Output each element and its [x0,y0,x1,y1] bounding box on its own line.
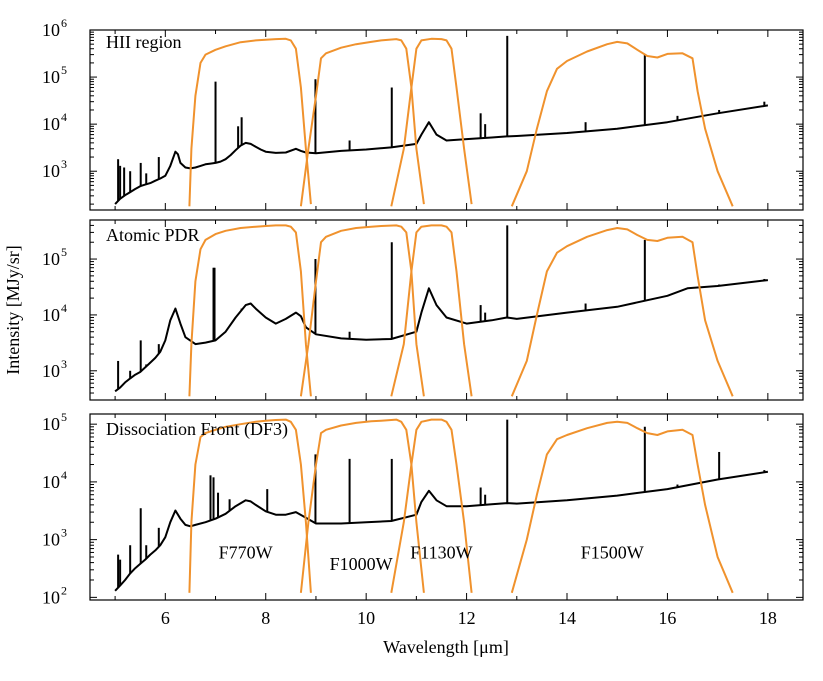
y-tick-label: 10 [42,20,60,40]
filter-curve-f1130w [390,224,473,397]
filter-curve-f1500w [510,40,734,207]
y-tick-label: 10 [42,361,60,381]
y-tick-label: 10 [42,472,60,492]
y-tick-exponent: 6 [61,16,67,30]
axis-ticks [90,219,803,401]
x-tick-label: 16 [658,608,676,628]
spectrum-line [114,279,769,393]
y-tick-exponent: 5 [61,410,67,424]
y-tick-label: 10 [42,161,60,181]
panel-frame [89,219,804,401]
x-tick-label: 18 [759,608,777,628]
spectrum-line [114,470,769,592]
y-tick-exponent: 4 [61,468,67,482]
filter-curve-f1000w [299,418,425,593]
x-tick-label: 10 [357,608,375,628]
filter-label: F770W [219,542,273,562]
axis-ticks [90,29,803,210]
panel-frame [89,29,804,211]
x-tick-label: 14 [558,608,576,628]
y-tick-label: 10 [42,114,60,134]
x-tick-label: 6 [161,608,170,628]
y-tick-label: 10 [42,414,60,434]
y-tick-exponent: 5 [61,245,67,259]
filter-label: F1000W [330,554,393,574]
filter-curve-f1130w [390,37,473,207]
y-tick-label: 10 [42,67,60,87]
filter-curve-f1500w [510,420,734,594]
y-tick-exponent: 3 [61,357,67,371]
filter-curve-f1500w [510,227,734,397]
y-tick-exponent: 5 [61,63,67,77]
filter-curve-f1130w [390,418,473,593]
filter-curve-f770w [188,37,312,207]
filter-curve-f770w [188,224,312,397]
y-tick-exponent: 4 [61,110,67,124]
filter-label: F1130W [410,542,472,562]
axis-ticks [90,414,803,601]
y-tick-label: 10 [42,305,60,325]
y-tick-label: 10 [42,530,60,550]
spectrum-line [114,104,769,205]
y-axis-label: Intensity [MJy/sr] [3,245,23,375]
filter-label: F1500W [581,542,644,562]
filter-curve-f1000w [299,224,425,397]
panel-frame [89,413,804,601]
y-tick-exponent: 4 [61,301,67,315]
panel-title: Atomic PDR [106,225,200,245]
x-tick-label: 8 [261,608,270,628]
y-tick-exponent: 2 [61,583,67,597]
y-tick-label: 10 [42,587,60,607]
y-tick-exponent: 3 [61,157,67,171]
x-axis-label: Wavelength [μm] [383,637,509,657]
filter-curve-f1000w [299,38,425,207]
y-tick-exponent: 3 [61,526,67,540]
y-tick-label: 10 [42,249,60,269]
panel-dissociation-front: 10 210 310 410 56 8 10 12 14 16 18F770WF1000WF1130… [42,410,804,628]
filter-curve-f770w [188,418,312,593]
x-tick-label: 12 [458,608,476,628]
panel-title: Dissociation Front (DF3) [106,419,288,440]
panel-title: HII region [106,32,181,52]
